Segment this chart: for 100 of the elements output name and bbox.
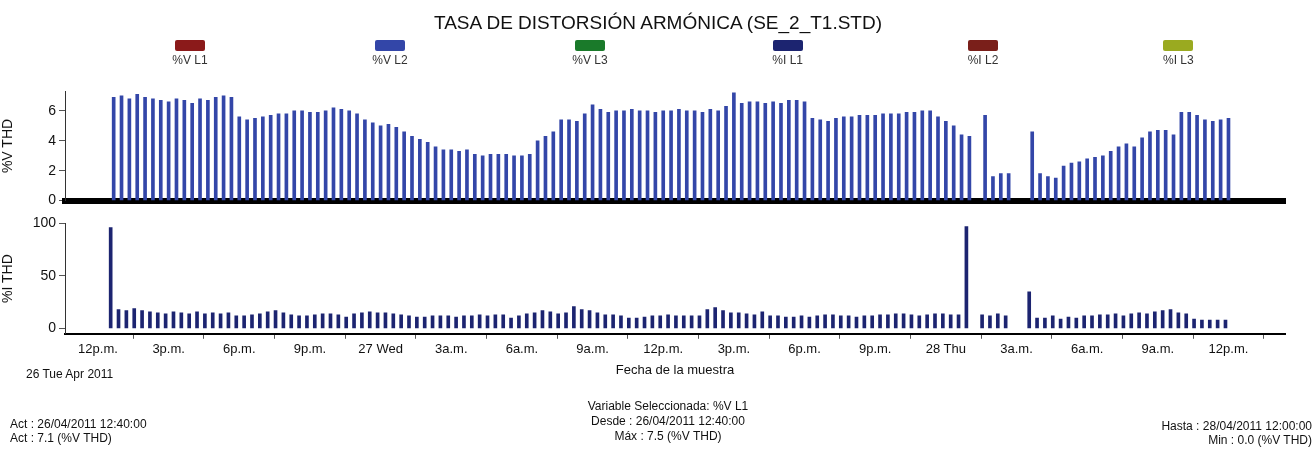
bar	[418, 138, 422, 201]
bar	[355, 113, 359, 201]
bar	[629, 109, 634, 201]
bar	[995, 313, 1000, 329]
bar	[794, 100, 799, 201]
bar	[980, 314, 984, 329]
x-tick-label: 28 Thu	[925, 341, 966, 357]
bar	[344, 316, 349, 329]
x-tick-label: 6p.m.	[788, 341, 821, 357]
bar	[190, 103, 195, 201]
bar	[779, 103, 783, 201]
bar	[360, 312, 364, 329]
bar	[559, 119, 563, 201]
legend-label: %I L1	[772, 53, 803, 67]
bar	[575, 120, 579, 201]
bar	[841, 116, 846, 201]
bar	[1132, 146, 1137, 201]
bar	[732, 92, 736, 201]
bar	[108, 227, 113, 329]
y-tick-label: 6	[48, 101, 57, 118]
bar	[1210, 120, 1215, 201]
x-tick-label: 9a.m.	[1141, 341, 1175, 357]
bar	[367, 311, 372, 329]
bar	[422, 316, 427, 329]
bar	[308, 112, 312, 201]
bar	[917, 315, 922, 329]
bar	[198, 98, 202, 201]
bar	[261, 116, 265, 201]
bar	[1200, 319, 1204, 329]
bar	[237, 116, 242, 201]
y-tick-label: 0	[48, 191, 57, 208]
bar	[454, 316, 458, 329]
bar	[352, 313, 356, 329]
bar	[1140, 137, 1144, 201]
bar	[425, 141, 430, 201]
bar	[151, 98, 155, 201]
bar	[674, 315, 678, 329]
bar	[823, 314, 827, 329]
text: Hasta : 28/04/2011 12:00:00	[1161, 419, 1312, 433]
bar	[292, 110, 297, 201]
bar	[363, 119, 367, 201]
bar	[784, 316, 788, 329]
bar	[603, 314, 608, 329]
text: Máx : 7.5 (%V THD)	[614, 429, 722, 443]
bar	[1038, 173, 1042, 201]
bar	[791, 316, 796, 329]
bar	[415, 316, 419, 329]
bar	[1077, 161, 1082, 201]
bar	[928, 110, 932, 201]
bar	[983, 115, 987, 201]
bar	[469, 315, 474, 329]
x-tick-label: 3a.m.	[435, 341, 468, 357]
bar	[713, 307, 718, 329]
bar	[449, 149, 454, 201]
bar	[143, 97, 147, 201]
x-tick-label: 3a.m.	[1000, 341, 1033, 357]
bar	[677, 109, 681, 201]
bar	[402, 131, 406, 201]
bar	[504, 153, 509, 201]
bar	[1187, 112, 1192, 201]
bar	[920, 110, 925, 201]
bar	[658, 315, 663, 329]
bar	[681, 315, 686, 329]
bar	[265, 311, 270, 329]
bar	[300, 110, 304, 201]
bar	[548, 311, 553, 329]
bar	[818, 119, 823, 201]
bar	[787, 100, 791, 201]
text: Variable Seleccionada: %V L1	[587, 399, 749, 413]
x-tick-label: 6a.m.	[505, 341, 539, 357]
bar	[988, 315, 992, 329]
bar	[1030, 131, 1035, 201]
chart-title: TASA DE DISTORSIÓN ARMÓNICA (SE_2_T1.STD)	[433, 11, 883, 36]
bar	[567, 119, 571, 201]
x-tick-label: 9a.m.	[576, 341, 609, 357]
bar	[893, 313, 898, 329]
x-tick-label: 3p.m.	[717, 341, 751, 357]
y-tick-label: 4	[48, 131, 57, 148]
bar	[391, 313, 396, 329]
bar	[1105, 314, 1110, 329]
bar	[312, 314, 317, 329]
bar	[614, 110, 618, 201]
bar	[1148, 131, 1152, 201]
bar	[524, 313, 529, 329]
bar	[187, 313, 192, 329]
text: Act : 26/04/2011 12:40:00	[10, 417, 147, 431]
bar	[407, 315, 411, 329]
x-tick-label: 6p.m.	[223, 341, 256, 357]
x-tick-label: 12p.m.	[78, 341, 118, 357]
bar	[250, 314, 254, 329]
bar	[446, 315, 451, 329]
bar	[140, 310, 144, 329]
bar	[684, 110, 689, 201]
bar	[410, 135, 414, 201]
bar	[736, 312, 741, 329]
bar	[826, 120, 830, 201]
bar	[305, 315, 309, 329]
bar	[886, 314, 890, 329]
bar	[991, 176, 995, 201]
bar	[870, 315, 875, 329]
